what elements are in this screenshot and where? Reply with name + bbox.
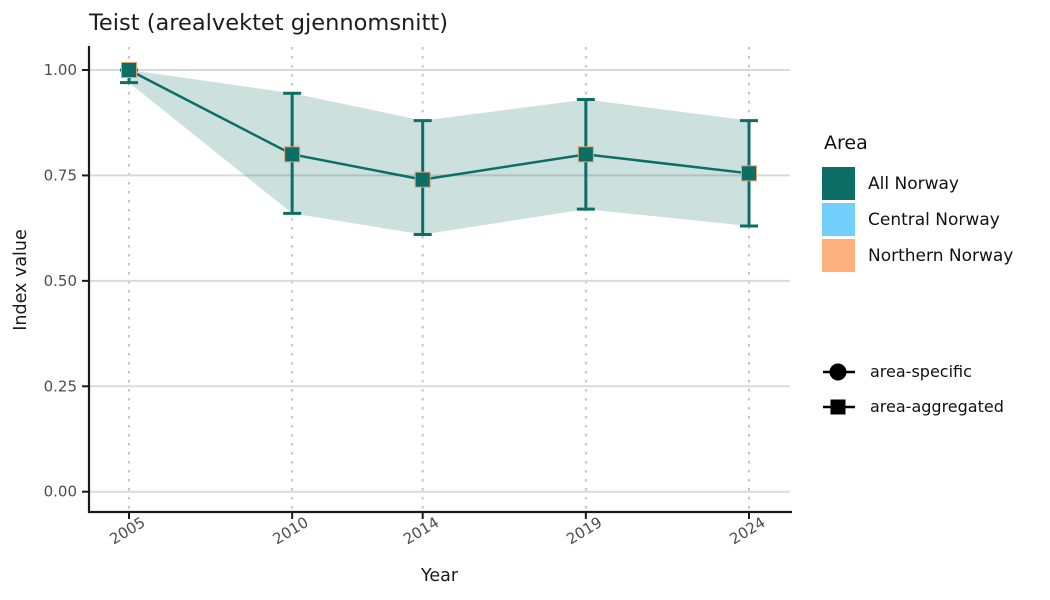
marker-2010 bbox=[284, 146, 301, 163]
legend-label-northern-norway: Northern Norway bbox=[868, 245, 1014, 266]
y-axis-title: Index value bbox=[11, 229, 31, 331]
y-tick-label-1.00: 1.00 bbox=[44, 61, 77, 79]
legend-area: Area All Norway Central Norway Northern No… bbox=[822, 132, 1048, 275]
legend-swatch-northern-norway bbox=[822, 239, 855, 272]
x-tick-label-2014: 2014 bbox=[400, 513, 442, 548]
legend-entry-area-specific: area-specific bbox=[822, 354, 1048, 389]
legend-entry-northern-norway: Northern Norway bbox=[822, 239, 1048, 272]
y-tick-label-0.75: 0.75 bbox=[44, 166, 77, 184]
legend-entry-all-norway: All Norway bbox=[822, 167, 1048, 200]
marker-2024 bbox=[741, 165, 757, 182]
chart-title: Teist (arealvektet gjennomsnitt) bbox=[89, 10, 448, 36]
y-tick-label-0.50: 0.50 bbox=[44, 272, 77, 290]
y-tick-label-0.25: 0.25 bbox=[44, 377, 77, 395]
legend-title: Area bbox=[824, 132, 868, 154]
legend-label-area-specific: area-specific bbox=[870, 362, 972, 381]
x-tick-label-2010: 2010 bbox=[270, 513, 312, 548]
circle-glyph-icon bbox=[823, 363, 855, 380]
marker-2014 bbox=[414, 171, 431, 188]
marker-2005 bbox=[121, 62, 137, 78]
square-glyph-icon bbox=[823, 399, 855, 414]
legend-label-central-norway: Central Norway bbox=[868, 209, 1000, 230]
legend-color-entries: All Norway Central Norway Northern Norway bbox=[822, 167, 1048, 272]
legend-shape-entries: area-specific area-aggregated bbox=[822, 354, 1048, 424]
x-tick-label-2019: 2019 bbox=[563, 513, 605, 548]
x-axis-title: Year bbox=[420, 566, 459, 586]
legend-swatch-all-norway bbox=[822, 167, 855, 200]
x-tick-label-2024: 2024 bbox=[726, 513, 768, 548]
legend-entry-central-norway: Central Norway bbox=[822, 203, 1048, 236]
confidence-ribbon bbox=[129, 70, 749, 235]
legend-label-all-norway: All Norway bbox=[868, 173, 959, 194]
x-tick-label-2005: 2005 bbox=[106, 513, 148, 548]
legend-swatch-central-norway bbox=[822, 203, 855, 236]
y-tick-label-0.00: 0.00 bbox=[44, 483, 77, 501]
marker-2019 bbox=[577, 146, 594, 163]
legend-label-area-aggregated: area-aggregated bbox=[870, 397, 1004, 416]
legend-entry-area-aggregated: area-aggregated bbox=[822, 389, 1048, 424]
